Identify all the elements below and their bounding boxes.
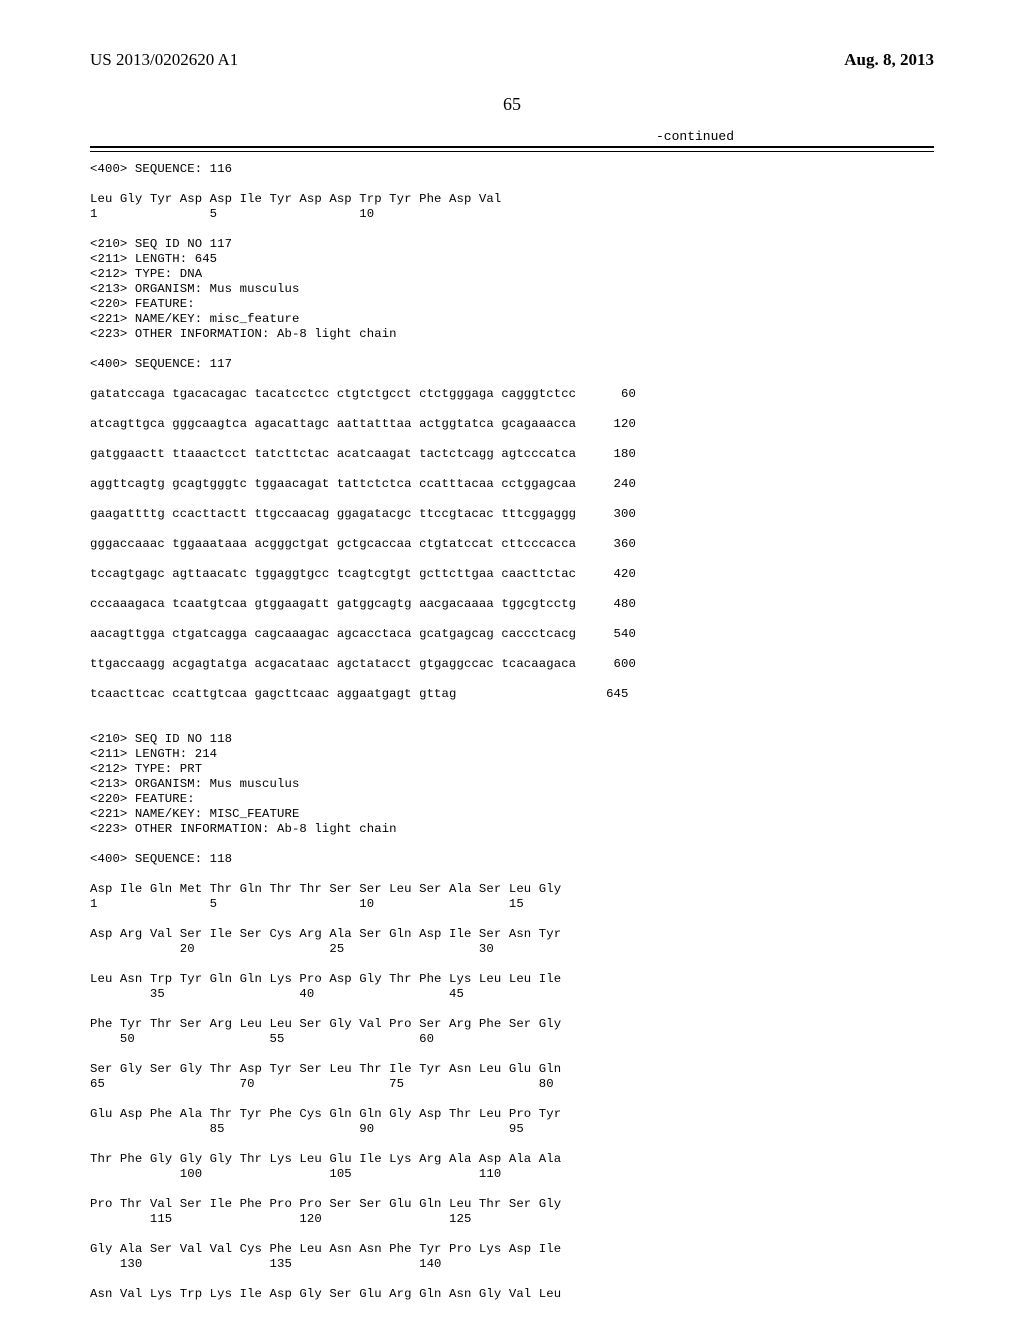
sequence-listing: <400> SEQUENCE: 116 Leu Gly Tyr Asp Asp …: [90, 162, 934, 1302]
page-header: US 2013/0202620 A1 Aug. 8, 2013: [90, 50, 934, 70]
section-rule: [90, 146, 934, 152]
page-number: 65: [90, 94, 934, 115]
continued-label: -continued: [90, 129, 934, 144]
publication-number: US 2013/0202620 A1: [90, 50, 238, 70]
page: US 2013/0202620 A1 Aug. 8, 2013 65 -cont…: [0, 0, 1024, 1320]
publication-date: Aug. 8, 2013: [844, 50, 934, 70]
